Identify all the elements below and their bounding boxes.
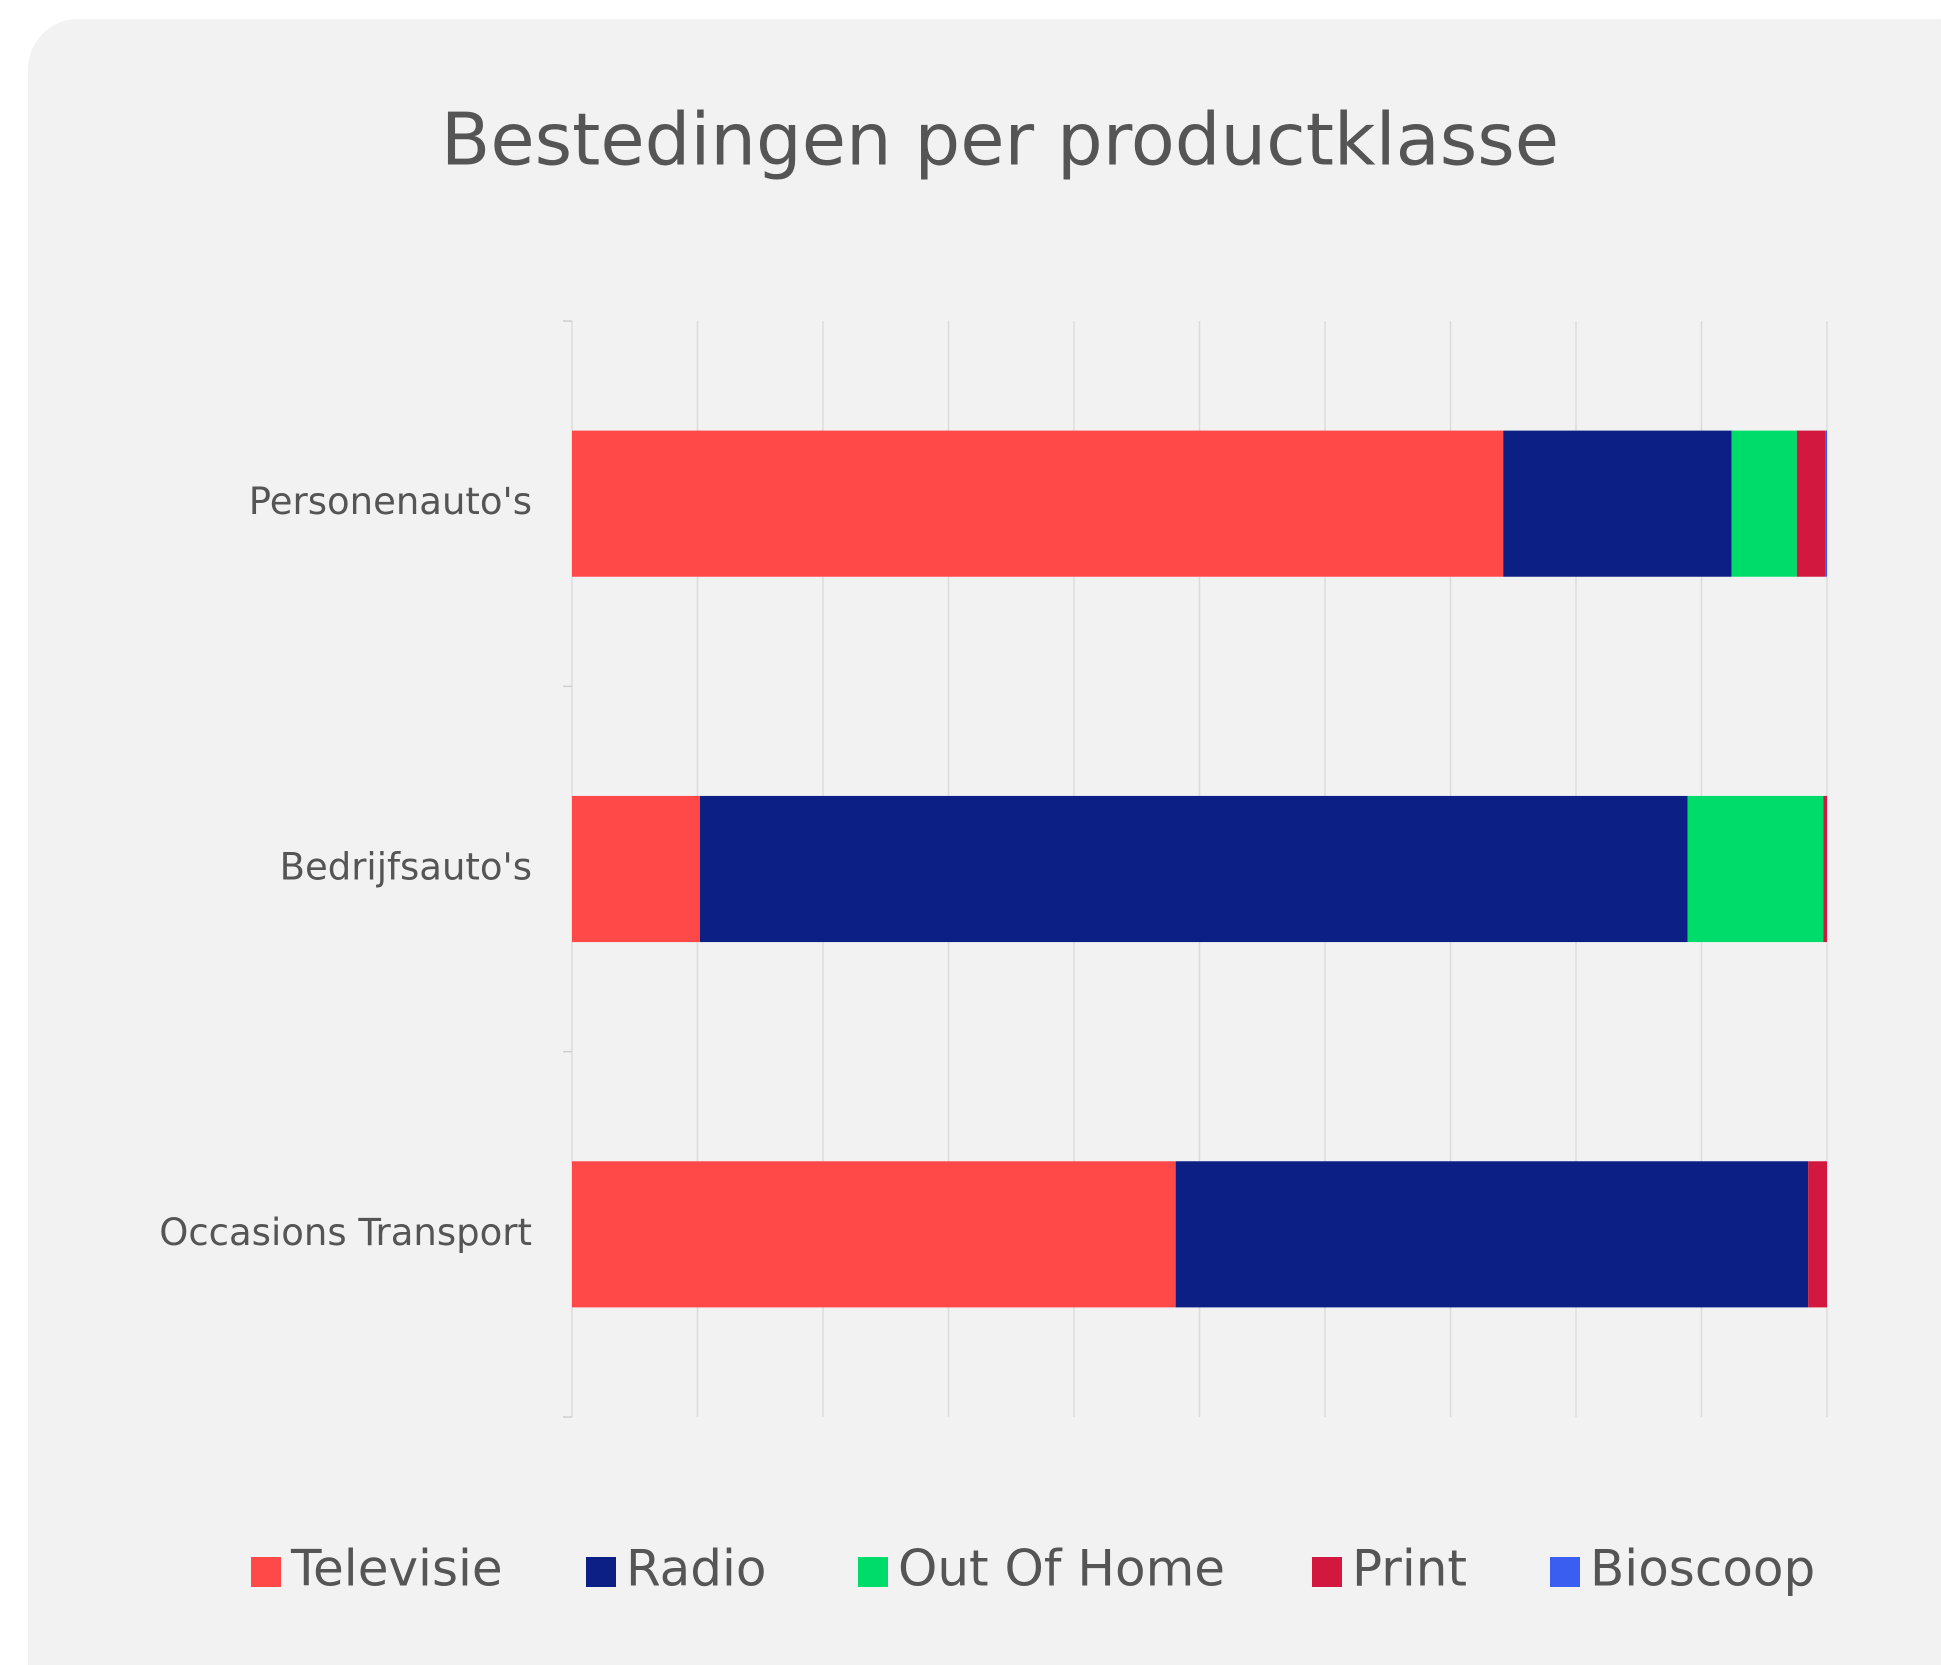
legend-swatch <box>1312 1557 1342 1587</box>
bar-segment <box>1731 430 1797 577</box>
legend-swatch <box>586 1557 616 1587</box>
legend-swatch <box>251 1557 281 1587</box>
legend-swatch <box>1550 1557 1580 1587</box>
bar-segment <box>1825 430 1827 577</box>
chart-title: Bestedingen per productklasse <box>441 98 1559 182</box>
bar-segment <box>1503 430 1732 577</box>
legend-swatch <box>858 1557 888 1587</box>
bar-segment <box>1823 795 1827 943</box>
bar-segment <box>572 430 1504 577</box>
y-tick-label: Occasions Transport <box>159 1211 532 1254</box>
legend-label: Print <box>1352 1540 1467 1598</box>
legend-label: Out Of Home <box>898 1540 1225 1598</box>
y-tick-label: Bedrijfsauto's <box>280 846 532 889</box>
bar-segment <box>572 1161 1176 1308</box>
bar-segment <box>1796 430 1826 577</box>
bar-segment <box>700 795 1688 943</box>
y-tick-label: Personenauto's <box>249 480 532 523</box>
bar-segment <box>1808 1161 1827 1308</box>
legend-label: Bioscoop <box>1590 1540 1815 1598</box>
bar-segment <box>1175 1161 1809 1308</box>
legend-label: Televisie <box>290 1540 503 1598</box>
bar-segment <box>572 795 701 943</box>
legend-label: Radio <box>626 1540 767 1598</box>
bar-segment <box>1687 795 1824 943</box>
